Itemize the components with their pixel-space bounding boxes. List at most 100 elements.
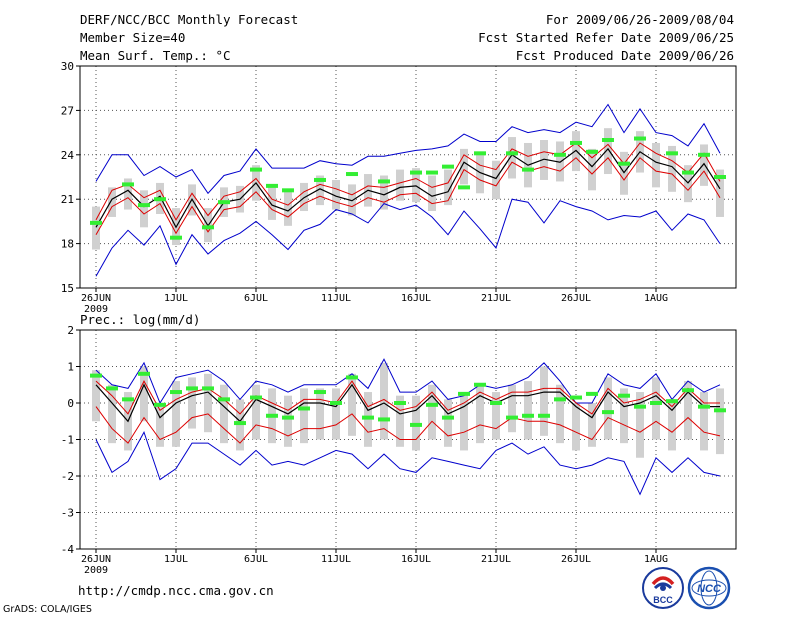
observed-marker — [378, 417, 390, 422]
chart-title: DERF/NCC/BCC Monthly Forecast — [80, 12, 299, 27]
observed-marker — [442, 415, 454, 420]
ensemble-box — [540, 366, 548, 436]
x-year-label: 2009 — [84, 304, 108, 315]
ensemble-box — [716, 388, 724, 455]
observed-marker — [666, 399, 678, 404]
observed-marker — [714, 408, 726, 413]
ensemble-box — [444, 399, 452, 447]
min-line — [95, 430, 721, 496]
ensemble-box — [268, 185, 276, 220]
observed-marker — [250, 167, 262, 172]
y-tick-label: 21 — [61, 193, 74, 206]
observed-marker — [634, 404, 646, 409]
refer-date-label: Fcst Started Refer Date 2009/06/25 — [478, 30, 734, 45]
ensemble-box — [460, 148, 468, 185]
ensemble-box — [508, 137, 516, 179]
ensemble-box — [604, 128, 612, 175]
observed-marker — [666, 151, 678, 156]
ensemble-box — [604, 377, 612, 440]
x-tick-label: 1AUG — [644, 293, 668, 304]
ensemble-box — [460, 395, 468, 451]
ensemble-box — [156, 403, 164, 447]
ensemble-box — [348, 373, 356, 436]
y-tick-label: 18 — [61, 238, 74, 251]
y-tick-label: 27 — [61, 104, 74, 117]
ensemble-box — [204, 373, 212, 433]
ensemble-box — [524, 381, 532, 440]
observed-marker — [634, 136, 646, 141]
panel-precipitation: -4 -3 -2 -1 0 1 2 26JUN 1JUL 6JUL 11JUL 16JUL 21JUL 2… — [61, 312, 737, 576]
observed-marker — [570, 140, 582, 145]
observed-marker — [522, 413, 534, 418]
x-tick-label: 26JUL — [561, 293, 591, 304]
x-tick-label: 11JUL — [321, 554, 351, 565]
y-tick-label: 2 — [67, 324, 74, 337]
y-tick-label: 0 — [67, 397, 74, 410]
plot-frame — [79, 65, 737, 289]
ensemble-box — [124, 178, 132, 210]
x-year-label: 2009 — [84, 565, 108, 576]
ensemble-box — [508, 384, 516, 433]
spread-upper-line — [95, 142, 721, 221]
observed-marker — [202, 225, 214, 230]
ensemble-box — [316, 175, 324, 206]
x-tick-label: 6JUL — [244, 293, 268, 304]
ensemble-box — [300, 182, 308, 212]
y-tick-label: -2 — [61, 470, 74, 483]
observed-marker — [506, 415, 518, 420]
ensemble-box — [332, 388, 340, 440]
observed-marker — [554, 152, 566, 157]
spread-upper-line — [95, 380, 720, 415]
observed-marker — [474, 151, 486, 156]
observed-marker — [698, 152, 710, 157]
observed-marker — [266, 183, 278, 188]
observed-marker — [458, 391, 470, 396]
observed-marker — [362, 415, 374, 420]
observed-marker — [138, 203, 150, 208]
ensemble-box — [348, 184, 356, 216]
observed-marker — [506, 151, 518, 156]
observed-marker — [682, 388, 694, 393]
x-tick-label: 26JUN — [81, 293, 111, 304]
produced-date-label: Fcst Produced Date 2009/06/26 — [515, 48, 734, 63]
ensemble-box — [92, 206, 100, 250]
observed-marker — [154, 197, 166, 202]
observed-marker — [346, 172, 358, 177]
ensemble-box — [652, 142, 660, 188]
observed-marker — [474, 382, 486, 387]
ensemble-box — [588, 403, 596, 447]
observed-marker — [426, 402, 438, 407]
ensemble-box — [220, 384, 228, 444]
observed-marker — [682, 170, 694, 175]
observed-marker — [442, 164, 454, 169]
y-tick-label: -3 — [61, 507, 74, 520]
ensemble-box — [588, 148, 596, 191]
ensemble-box — [332, 179, 340, 210]
ensemble-box — [380, 175, 388, 210]
observed-marker — [586, 391, 598, 396]
observed-marker — [522, 167, 534, 172]
ensemble-box — [620, 388, 628, 444]
x-tick-label: 1AUG — [644, 554, 668, 565]
spread-lower-line — [95, 406, 721, 444]
ensemble-box — [140, 190, 148, 228]
observed-marker — [218, 397, 230, 402]
forecast-period-label: For 2009/06/26-2009/08/04 — [545, 12, 734, 27]
max-line — [95, 358, 721, 405]
observed-marker — [394, 401, 406, 405]
ensemble-box — [700, 392, 708, 451]
ensemble-box — [700, 144, 708, 186]
observed-marker — [586, 149, 598, 154]
grads-credit: GrADS: COLA/IGES — [3, 604, 92, 615]
observed-marker — [602, 410, 614, 415]
ensemble-box — [380, 362, 388, 440]
observed-marker — [218, 200, 230, 205]
ensemble-box — [396, 169, 404, 201]
observed-marker — [170, 390, 182, 395]
observed-marker — [282, 188, 294, 193]
ensemble-box — [652, 377, 660, 440]
observed-marker — [266, 413, 278, 418]
ensemble-box — [668, 399, 676, 451]
ensemble-box — [252, 384, 260, 440]
ensemble-box — [92, 370, 100, 422]
